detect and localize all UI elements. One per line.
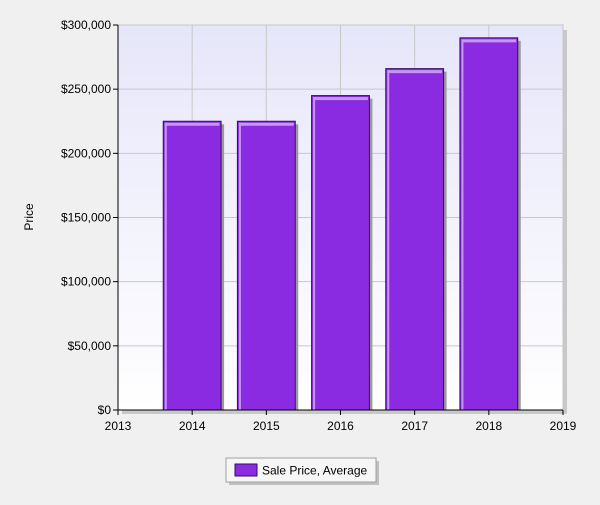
x-tick-label: 2013 <box>105 419 132 433</box>
legend-box <box>225 457 377 483</box>
y-axis-tick-labels: $0 $50,000 $100,000 $150,000 $200,000 $250,00… <box>61 18 118 417</box>
bar <box>162 120 222 411</box>
bar-2018 <box>459 37 521 411</box>
bar-2016 <box>311 95 373 411</box>
bar-highlight <box>313 97 316 410</box>
legend-swatch <box>234 463 258 477</box>
bar-highlight <box>387 70 390 410</box>
bar-highlight <box>461 39 464 410</box>
x-axis-tick-labels: 2013 2014 2015 2016 2017 2018 2019 <box>105 410 577 433</box>
bar-highlight <box>164 122 167 410</box>
y-tick-label: $200,000 <box>61 146 111 160</box>
bar <box>459 37 519 411</box>
y-tick-label: $250,000 <box>61 82 111 96</box>
x-tick-label: 2017 <box>401 419 428 433</box>
x-tick-label: 2015 <box>253 419 280 433</box>
bar <box>311 95 370 411</box>
legend-label: Sale Price, Average <box>262 464 368 478</box>
y-axis-label: Price <box>22 203 36 231</box>
bar-highlight <box>238 122 294 126</box>
y-tick-label: $100,000 <box>61 275 111 289</box>
bar-highlight <box>238 122 241 410</box>
bar-highlight <box>164 122 220 126</box>
y-tick-label: $50,000 <box>68 339 112 353</box>
bar-2015 <box>236 120 299 411</box>
bars <box>162 37 521 411</box>
bar <box>385 68 445 411</box>
bar-highlight <box>387 70 443 74</box>
x-tick-label: 2014 <box>179 419 206 433</box>
y-tick-label: $150,000 <box>61 211 111 225</box>
legend: Sale Price, Average <box>225 457 379 485</box>
y-tick-label: $300,000 <box>61 18 111 32</box>
y-tick-label: $0 <box>98 403 112 417</box>
x-tick-label: 2018 <box>475 419 502 433</box>
bar-2014 <box>162 120 225 411</box>
bar <box>236 120 296 411</box>
bar-2017 <box>385 68 447 411</box>
x-tick-label: 2016 <box>327 419 354 433</box>
x-tick-label: 2019 <box>550 419 577 433</box>
bar-highlight <box>461 39 517 43</box>
bar-highlight <box>313 97 368 101</box>
